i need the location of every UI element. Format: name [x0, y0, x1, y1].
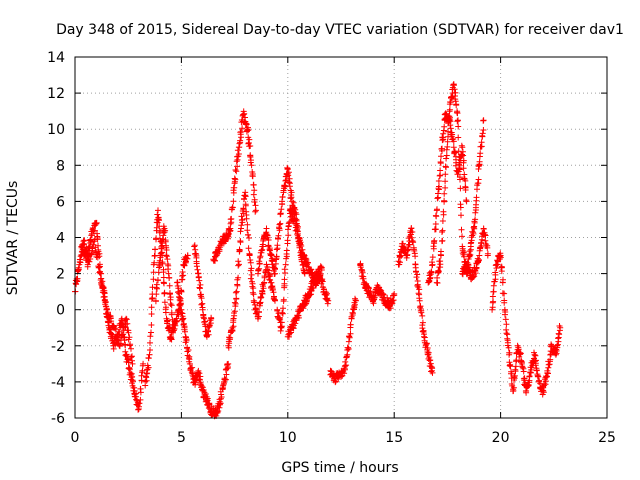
marker-series-rx-segment-11: [284, 263, 325, 340]
y-tick-label: 8: [56, 158, 65, 174]
x-axis-label: GPS time / hours: [281, 460, 398, 476]
data-markers: [72, 81, 564, 420]
x-tick-label: 10: [279, 430, 297, 446]
marker-series-rx-segment-12: [327, 295, 359, 386]
y-tick-label: 4: [56, 231, 65, 247]
x-tick-label: 25: [598, 430, 616, 446]
x-tick-label: 5: [177, 430, 186, 446]
marker-series-rx-segment-8: [225, 189, 278, 351]
y-tick-label: 12: [47, 86, 65, 102]
y-axis-label: SDTVAR / TECUs: [5, 181, 21, 296]
marker-series-rx-segment-14: [395, 225, 436, 376]
marker-series-rx-segment-18: [489, 250, 564, 398]
y-tick-label: 14: [47, 50, 65, 66]
axis-ticks: [74, 56, 608, 419]
marker-series-rx-segment-5: [174, 279, 232, 420]
marker-series-rx-segment-6: [191, 242, 215, 340]
y-tick-label: 2: [56, 267, 65, 283]
tick-labels: 0 5 10 15 20 25 -6 -4 -2 0 2 4 6 8 10 12 14: [47, 50, 616, 446]
marker-series-rx-segment-9: [255, 164, 308, 277]
marker-series-rx-segment-2: [78, 236, 136, 367]
y-tick-label: 10: [47, 122, 65, 138]
y-tick-label: -4: [51, 375, 65, 391]
x-tick-label: 15: [385, 430, 403, 446]
marker-series-rx-segment-17: [459, 225, 491, 283]
y-tick-label: 6: [56, 194, 65, 210]
marker-series-rx-segment-3: [142, 207, 191, 389]
marker-series-rx-segment-4: [152, 223, 176, 331]
x-tick-label: 0: [71, 430, 80, 446]
y-tick-label: -2: [51, 339, 65, 355]
marker-series-rx-segment-7: [210, 108, 259, 264]
chart-title: Day 348 of 2015, Sidereal Day-to-day VTE…: [56, 22, 624, 38]
y-tick-label: 0: [56, 303, 65, 319]
marker-series-rx-segment-13: [357, 260, 398, 312]
grid-lines: [75, 57, 607, 418]
y-tick-label: -6: [51, 411, 65, 427]
x-tick-label: 20: [492, 430, 510, 446]
